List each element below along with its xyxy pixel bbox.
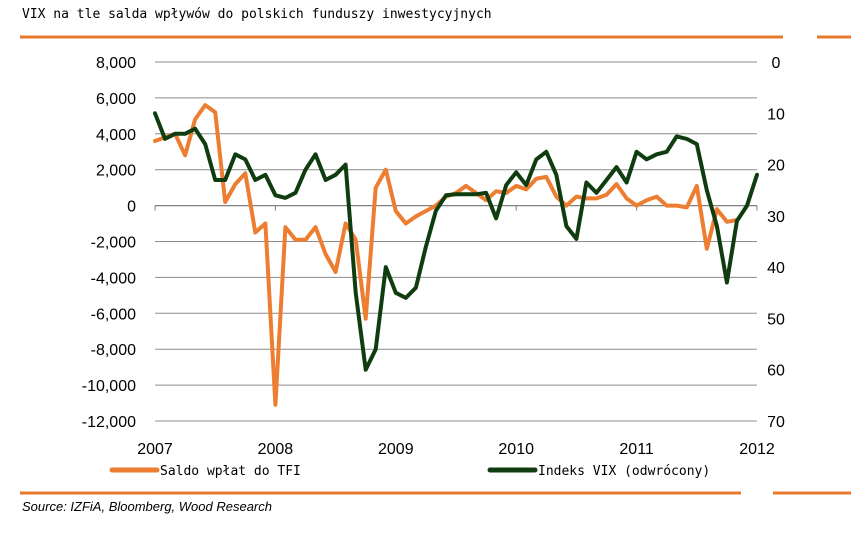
decorations	[20, 35, 851, 495]
y-left-tick-label: 4,000	[96, 127, 136, 144]
y-left-tick-label: -8,000	[91, 342, 136, 359]
chart-title: VIX na tle salda wpływów do polskich fun…	[22, 7, 492, 22]
series-line-saldo	[153, 103, 739, 407]
y-left-tick-label: -12,000	[82, 414, 136, 431]
y-right-tick-label: 30	[767, 209, 785, 226]
y-right-tick-label: 50	[767, 311, 785, 328]
x-tick-label: 2009	[378, 441, 414, 458]
legend: Saldo wpłat do TFI Indeks VIX (odwrócony)	[109, 464, 710, 479]
y-right-tick-label: 70	[767, 414, 785, 431]
y-left-tick-label: 2,000	[96, 163, 136, 180]
x-tick-label: 2011	[619, 441, 654, 458]
source-note: Source: IZFiA, Bloomberg, Wood Research	[22, 499, 272, 514]
y-right-tick-label: 40	[767, 260, 785, 277]
y-left-tick-label: 8,000	[96, 55, 136, 72]
x-tick-label: 2007	[137, 441, 173, 458]
y-left-tick-label: -10,000	[82, 378, 136, 395]
y-right-tick-label: 20	[767, 158, 785, 175]
y-left-tick-label: -4,000	[91, 270, 136, 287]
y-left-tick-label: 6,000	[96, 91, 136, 108]
y-right-tick-label: 0	[772, 55, 781, 72]
axes: 8,000 6,000 4,000 2,000 0 -2,000 -4,000 -6,000 -…	[82, 55, 785, 458]
series-line-vix	[153, 111, 759, 372]
legend-label-saldo: Saldo wpłat do TFI	[160, 464, 301, 479]
grid-lines	[155, 61, 757, 422]
series-lines	[153, 103, 759, 407]
y-left-tick-label: 0	[127, 199, 136, 216]
legend-label-vix: Indeks VIX (odwrócony)	[538, 464, 710, 479]
y-right-tick-label: 10	[767, 106, 785, 123]
x-tick-label: 2008	[258, 441, 294, 458]
y-right-tick-label: 60	[767, 363, 785, 380]
x-tick-label: 2010	[498, 441, 534, 458]
y-left-tick-label: -6,000	[91, 306, 136, 323]
y-left-tick-label: -2,000	[91, 235, 136, 252]
x-tick-label: 2012	[739, 441, 775, 458]
